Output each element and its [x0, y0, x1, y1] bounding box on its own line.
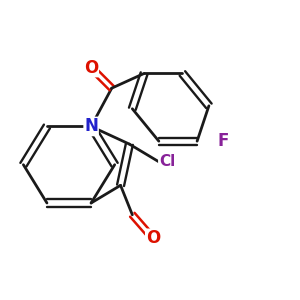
- Text: O: O: [146, 229, 160, 247]
- Text: O: O: [84, 58, 98, 76]
- Text: N: N: [84, 117, 98, 135]
- Text: Cl: Cl: [159, 154, 175, 169]
- Text: F: F: [218, 132, 229, 150]
